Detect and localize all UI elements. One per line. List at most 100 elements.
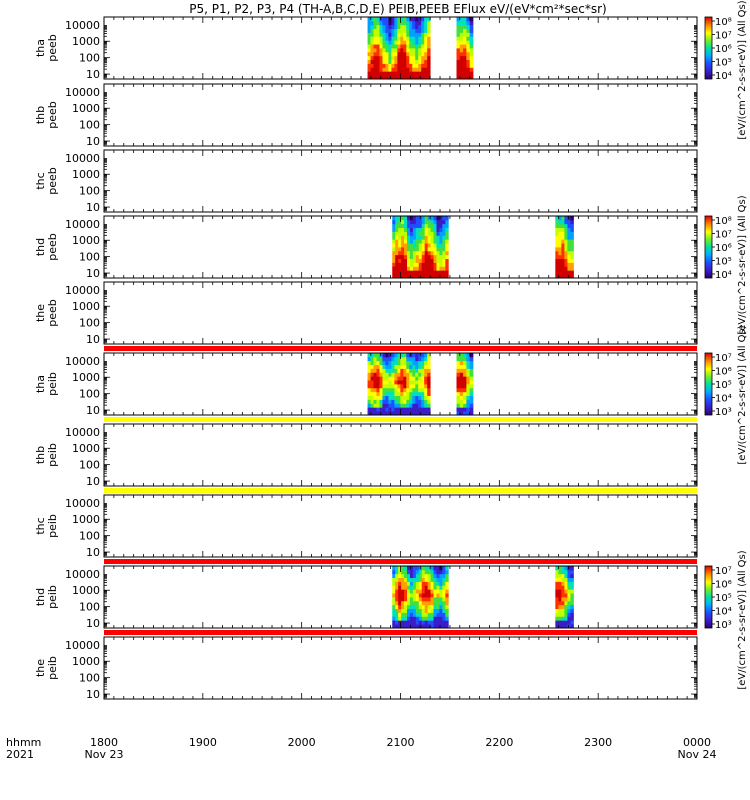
spectrogram-cell — [398, 616, 402, 621]
spectrogram-cell — [412, 604, 417, 610]
spectrogram-cell — [385, 372, 389, 377]
spectrogram-cell — [388, 40, 392, 45]
spectrogram-cell — [412, 577, 417, 582]
spectrogram-cell — [418, 270, 423, 275]
spectrogram-cell — [459, 75, 464, 80]
spectrogram-cell — [415, 71, 419, 76]
spectrogram-cell — [409, 399, 413, 404]
spectrogram-cell — [370, 364, 374, 369]
spectrogram-cell — [376, 20, 380, 26]
spectrogram-cell — [418, 235, 423, 240]
spectrogram-cell — [407, 608, 411, 613]
spectrogram-cell — [404, 219, 408, 225]
spectrogram-cell — [564, 597, 568, 602]
spectrogram-cell — [555, 216, 559, 221]
spectrogram-cell — [463, 380, 467, 385]
spectrogram-cell — [456, 28, 461, 33]
spectrogram-cell — [376, 32, 380, 37]
spectrogram-cell — [398, 247, 402, 252]
spectrogram-cell — [459, 395, 464, 400]
spectrogram-cell — [400, 384, 404, 389]
spectrogram-cell — [421, 36, 425, 41]
spectrogram-cell — [376, 360, 380, 366]
spectrogram-cell — [430, 600, 434, 606]
spectrogram-cell — [403, 24, 407, 30]
spectrogram-cell — [421, 597, 426, 602]
spectrogram-cell — [436, 624, 440, 629]
spectrogram-cell — [445, 266, 449, 271]
spectrogram-cell — [415, 270, 420, 275]
spectrogram-cell — [442, 616, 446, 621]
spectrogram-cell — [370, 353, 374, 358]
spectrogram-cell — [385, 407, 389, 412]
spectrogram-cell — [404, 604, 408, 610]
spectrogram-cell — [407, 239, 411, 244]
spectrogram-cell — [392, 585, 396, 590]
spectrogram-cell — [401, 569, 405, 575]
spectrogram-cell — [412, 403, 416, 408]
spectrogram-cell — [397, 407, 401, 412]
spectrogram-cell — [379, 75, 383, 80]
spectrogram-cell — [373, 403, 377, 408]
spectrogram-cell — [415, 566, 420, 571]
spectrogram-cell — [433, 569, 437, 575]
spectrogram-cell — [398, 266, 402, 271]
spectrogram-cell — [436, 262, 440, 267]
spectrogram-cell — [415, 17, 419, 22]
spectrogram-cell — [397, 380, 401, 385]
spectrogram-cell — [391, 391, 395, 397]
spectrogram-cell — [433, 600, 437, 606]
spectrogram-cell — [392, 624, 396, 629]
spectrogram-cell — [418, 620, 423, 625]
spectrogram-cell — [555, 593, 559, 598]
spectrogram-cell — [439, 620, 443, 625]
spectrogram-cell — [401, 585, 405, 590]
spectrogram-cell — [370, 17, 374, 22]
spectrogram-cell — [442, 235, 446, 240]
spectrogram-cell — [404, 593, 408, 598]
colorbar-group: 10⁴10⁵10⁶10⁷10⁸10⁴10⁵10⁶10⁷10⁸10³10⁴10⁵1… — [704, 0, 748, 690]
spectrogram-cell — [558, 577, 562, 582]
spectrogram-cell — [436, 569, 440, 575]
spectrogram-cell — [427, 24, 431, 30]
spectrogram-cell — [370, 36, 374, 41]
spectrogram-cell — [367, 356, 371, 362]
panel-frame — [103, 83, 698, 147]
spectrogram-cell — [567, 616, 571, 621]
spectrogram-cell — [421, 411, 425, 416]
spectrogram-cell — [412, 384, 416, 389]
spectrogram-cell — [570, 219, 574, 225]
spectrogram-cell — [397, 24, 401, 30]
spectrogram-cell — [430, 604, 434, 610]
spectrogram-cell — [391, 376, 395, 381]
spectrogram-cell — [570, 227, 574, 232]
spectrogram-cell — [415, 28, 419, 33]
spectrogram-cell — [388, 380, 392, 385]
spectrogram-cell — [427, 353, 431, 358]
spectrogram-cell — [394, 32, 398, 37]
spectrogram-cell — [398, 577, 402, 582]
spectrogram-cell — [406, 384, 410, 389]
spectrogram-cell — [561, 258, 565, 263]
spectrogram-cell — [463, 24, 467, 30]
spectrogram-cell — [404, 258, 408, 263]
spectrogram-cell — [424, 40, 428, 45]
spectrogram-cell — [388, 59, 392, 64]
spectrogram-cell — [421, 403, 425, 408]
spectrogram-cell — [430, 577, 434, 582]
spectrogram-cell — [558, 235, 562, 240]
spectrogram-cell — [409, 55, 413, 61]
spectrogram-cell — [421, 604, 426, 610]
spectrogram-cell — [427, 566, 431, 571]
spectrogram-cell — [418, 600, 423, 606]
spectrogram-cell — [558, 616, 562, 621]
spectrogram-cell — [388, 32, 392, 37]
spectrogram-cell — [409, 411, 413, 416]
spectrogram-cell — [567, 274, 571, 279]
spectrogram-cell — [376, 55, 380, 61]
spectrogram-cell — [415, 32, 419, 37]
spectrogram-cell — [466, 399, 471, 404]
spectrogram-cell — [397, 403, 401, 408]
spectrogram-cell — [418, 360, 422, 366]
